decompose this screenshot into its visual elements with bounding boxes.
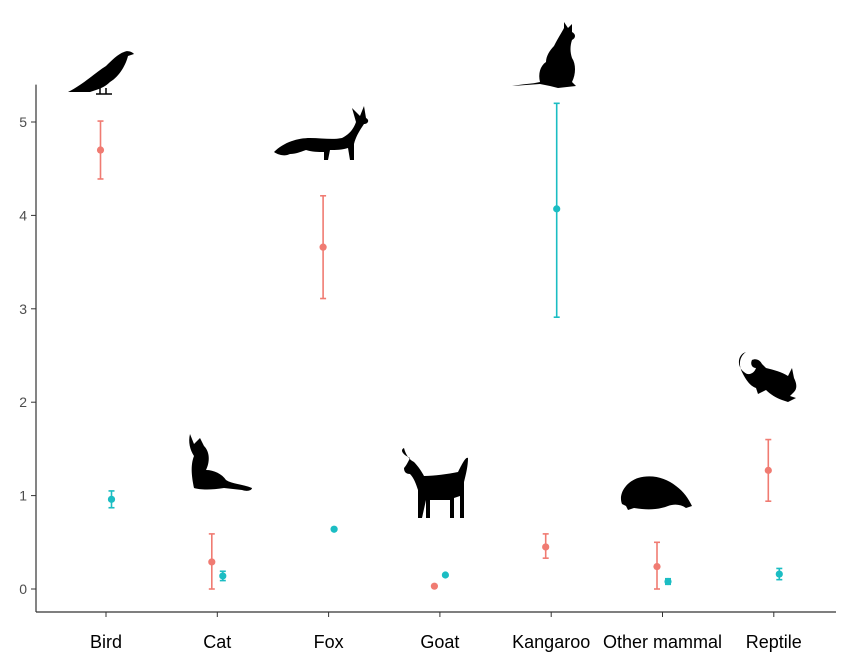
data-point (219, 572, 227, 580)
echidna-icon-shape (620, 476, 692, 510)
x-tick-label: Other mammal (603, 632, 722, 652)
data-point (542, 543, 550, 551)
data-point (553, 205, 561, 213)
data-point (775, 570, 783, 578)
data-point (664, 577, 672, 586)
y-tick-label: 0 (19, 581, 27, 597)
lizard-icon-shape (738, 352, 797, 402)
kangaroo-icon-shape (512, 22, 576, 88)
data-point (330, 525, 338, 533)
lizard-icon (738, 352, 797, 402)
x-tick-label: Goat (420, 632, 459, 652)
data-point (653, 562, 661, 571)
cat-icon (189, 434, 252, 491)
data-point (441, 571, 449, 579)
animal-icons (68, 22, 797, 518)
data-point (96, 146, 105, 154)
x-tick-label: Cat (203, 632, 231, 652)
data-point (107, 495, 116, 503)
y-tick-label: 5 (19, 114, 27, 130)
kangaroo-icon (512, 22, 576, 88)
axes: 0 1 2 3 4 5 Bird Cat Fox Goat Kangaroo Other mammal… (19, 84, 836, 652)
goat-icon (402, 448, 468, 518)
x-tick-label: Bird (90, 632, 122, 652)
x-tick-label: Kangaroo (512, 632, 590, 652)
fox-icon (274, 106, 369, 160)
data-point (764, 466, 772, 474)
x-tick-label: Reptile (746, 632, 802, 652)
data-point (208, 558, 216, 566)
data-point (430, 582, 438, 590)
bird-icon (68, 51, 134, 95)
data-point (319, 243, 327, 251)
y-tick-label: 4 (19, 207, 27, 223)
chart-marks (96, 102, 783, 590)
bird-icon-shape (68, 51, 134, 92)
echidna-icon (620, 476, 692, 510)
x-tick-label: Fox (314, 632, 344, 652)
y-tick-label: 2 (19, 394, 27, 410)
bird-icon-shape (96, 88, 112, 95)
cat-icon-shape (189, 434, 252, 491)
y-tick-label: 3 (19, 301, 27, 317)
fox-icon-shape (274, 106, 369, 160)
goat-icon-shape (402, 448, 468, 518)
y-tick-label: 1 (19, 488, 27, 504)
